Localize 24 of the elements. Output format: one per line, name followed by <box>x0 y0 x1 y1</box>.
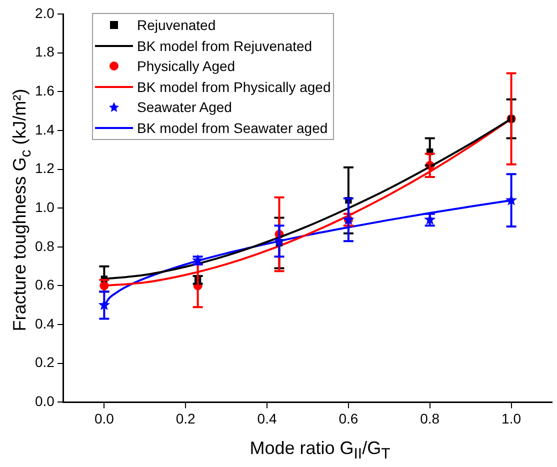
y-tick-label: 1.2 <box>34 160 55 176</box>
y-tick-label: 0.2 <box>34 354 55 370</box>
y-tick-label: 1.8 <box>34 44 55 60</box>
y-tick-label: 0.6 <box>34 276 55 293</box>
x-tick-label: 0.0 <box>94 410 114 426</box>
y-tick-label: 0.4 <box>34 315 55 332</box>
x-axis-title: Mode ratio G$_{II}$/G$_{T}$ <box>250 438 390 463</box>
x-tick-label: 0.8 <box>420 410 440 426</box>
y-tick-label: 2.0 <box>34 4 55 21</box>
x-tick-label: 1.0 <box>502 410 522 426</box>
legend-label: BK model from Seawater aged <box>137 118 328 138</box>
legend-label: Physically Aged <box>137 57 236 76</box>
y-tick-label: 1.0 <box>34 198 55 215</box>
x-tick-label: 0.2 <box>176 410 196 426</box>
y-tick-label: 0.0 <box>34 393 55 410</box>
y-tick-label: 1.4 <box>34 121 55 138</box>
legend-label: Rejuvenated <box>137 16 216 35</box>
y-tick-label: 1.6 <box>34 82 55 98</box>
x-tick-label: 0.4 <box>257 410 277 426</box>
legend-label: BK model from Rejuvenated <box>137 36 312 56</box>
legend-label: Seawater Aged <box>137 98 232 117</box>
x-tick-label: 0.6 <box>338 410 358 426</box>
legend-label: BK model from Physically aged <box>137 78 331 97</box>
y-tick-label: 0.8 <box>34 238 55 254</box>
